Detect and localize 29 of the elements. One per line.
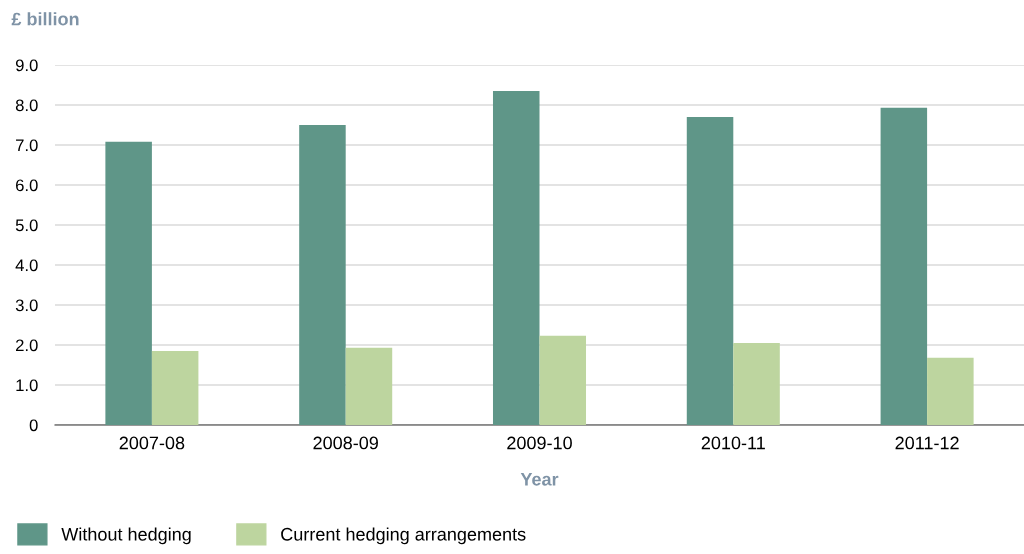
y-axis-title: £ billion [11, 12, 79, 26]
bar [492, 91, 540, 425]
y-tick-label: 5.0 [15, 219, 38, 232]
y-tick-label: 8.0 [15, 99, 38, 112]
x-tick-label: 2009-10 [507, 436, 572, 450]
bar [151, 351, 199, 425]
y-tick-label: 3.0 [15, 299, 38, 312]
x-tick-label: 2008-09 [313, 436, 378, 450]
bar [105, 141, 152, 425]
y-tick-label: 2.0 [16, 339, 38, 352]
bar [345, 347, 393, 425]
bar [880, 107, 928, 425]
bar [299, 125, 346, 425]
y-tick-label: 9.0 [15, 59, 38, 72]
legend-label: Without hedging [61, 527, 191, 545]
bar [686, 117, 734, 425]
bar [927, 357, 974, 425]
y-tick-label: 7.0 [16, 139, 38, 152]
bar [539, 335, 587, 425]
y-tick-label: 6.0 [16, 179, 38, 192]
bar [733, 343, 780, 425]
x-tick-label: 2011-12 [895, 436, 959, 450]
y-tick-label: 0 [29, 419, 38, 432]
x-tick-label: 2007-08 [119, 436, 185, 450]
legend-label: Current hedging arrangements [281, 527, 526, 545]
y-tick-label: 1.0 [16, 379, 38, 392]
y-tick-label: 4.0 [15, 259, 38, 272]
x-axis-title: Year [520, 473, 559, 486]
x-tick-label: 2010-11 [701, 436, 765, 450]
